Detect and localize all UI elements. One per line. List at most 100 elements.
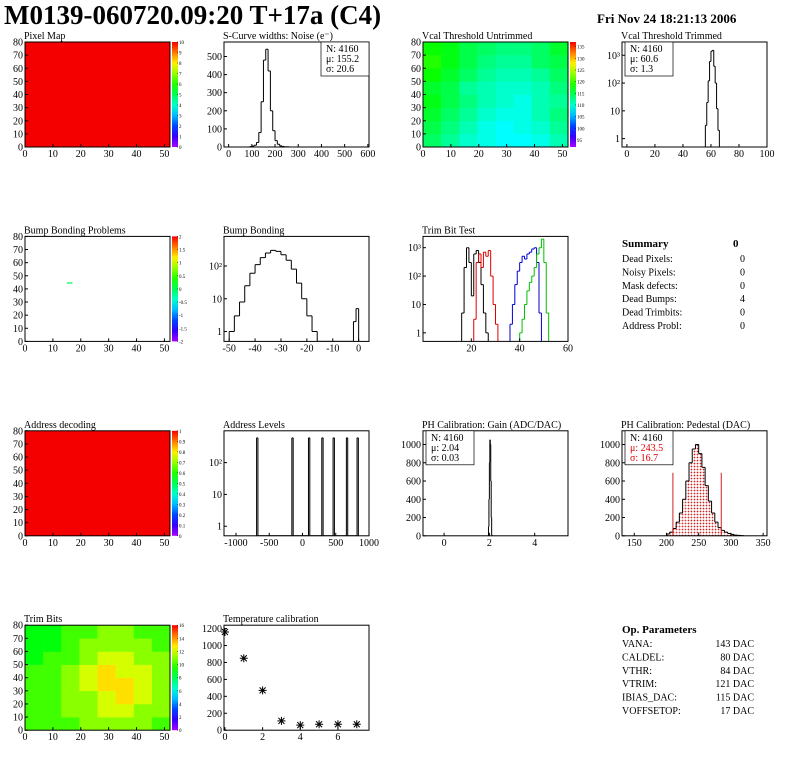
heat-cell	[531, 120, 551, 135]
summary-value: 0	[740, 281, 745, 292]
y-tick-label: 20	[411, 116, 421, 127]
x-tick-label: 300	[291, 149, 306, 160]
summary-label: Dead Pixels:	[622, 254, 673, 265]
y-tick-label: 400	[406, 495, 421, 506]
stats-line: σ: 16.7	[630, 453, 658, 464]
panel-title: S-Curve widths: Noise (e⁻)	[223, 31, 333, 42]
panel: Trim Bit Test 20 40 60 1 10 10² 10³	[408, 225, 573, 354]
y-tick-label: 60	[411, 64, 421, 75]
x-tick-label: 1000	[359, 538, 379, 549]
y-tick-label: 40	[411, 90, 421, 101]
y-tick-label: 200	[207, 106, 222, 117]
x-tick-label: -50	[223, 343, 236, 354]
y-tick-label: 50	[13, 77, 23, 88]
heat-cell	[549, 120, 568, 135]
colorbar-label: 10	[179, 41, 185, 46]
hist-fill	[685, 481, 690, 536]
stats-box	[425, 430, 475, 466]
stats-line: N: 4160	[630, 433, 663, 444]
colorbar-label: 0	[179, 535, 182, 540]
stats-line: μ: 60.6	[630, 54, 658, 65]
colorbar-label: 10	[179, 664, 185, 669]
y-tick-label: 30	[13, 492, 23, 503]
colorbar-label: 130	[577, 57, 585, 62]
colorbar	[172, 236, 178, 342]
heat-cell	[43, 717, 62, 731]
x-tick-label: 400	[314, 149, 329, 160]
hist-fill	[679, 512, 683, 536]
stats-line: μ: 2.04	[431, 443, 459, 454]
parameter-label: CALDEL:	[622, 652, 664, 663]
y-tick-label: 60	[13, 647, 23, 658]
heat-cell	[115, 638, 135, 652]
heat-cell	[115, 664, 135, 678]
stats-line: N: 4160	[326, 44, 359, 55]
heat-cell	[115, 703, 135, 718]
colorbar-label: 2	[179, 235, 182, 240]
hist-fill	[669, 532, 673, 536]
heat-cell	[151, 638, 170, 652]
x-tick-label: 0	[356, 343, 361, 354]
heat-cell	[513, 42, 533, 56]
y-tick-label: 80	[13, 232, 23, 243]
heat-cell	[25, 677, 44, 692]
heat-cell	[441, 68, 460, 82]
colorbar-label: 0.5	[179, 275, 186, 280]
colorbar-label: -0.5	[179, 301, 187, 306]
heat-cell	[97, 690, 116, 705]
y-tick-label: 600	[207, 675, 222, 686]
x-tick-label: 200	[659, 538, 674, 549]
heat-cell	[43, 625, 62, 639]
x-tick-label: 100	[760, 149, 775, 160]
panel-title: PH Calibration: Pedestal (DAC)	[621, 420, 750, 431]
y-tick-label: 80	[13, 38, 23, 49]
panel: PH Calibration: Gain (ADC/DAC) 0 2 4 0 200 400…	[401, 420, 569, 549]
hist-fill	[689, 462, 693, 536]
x-tick-label: 50	[159, 732, 169, 743]
panel-title: Trim Bit Test	[422, 225, 475, 236]
plot-area	[256, 437, 359, 536]
x-tick-label: 60	[706, 149, 716, 160]
x-tick-label: 10	[48, 149, 58, 160]
y-tick-label: 10	[411, 129, 421, 140]
heat-cell	[423, 107, 442, 122]
y-tick-label: 400	[207, 70, 222, 81]
panel-title: Bump Bonding	[223, 225, 284, 236]
x-tick-label: 50	[159, 538, 169, 549]
plot-area	[423, 42, 568, 147]
heat-cell	[151, 651, 170, 665]
x-tick-label: 500	[337, 149, 352, 160]
y-tick-label: 100	[207, 124, 222, 135]
x-tick-label: 200	[268, 149, 283, 160]
x-tick-label: 30	[104, 343, 114, 354]
summary-total: 0	[733, 238, 739, 250]
heat-cell	[477, 68, 496, 82]
colorbar-label: 135	[577, 46, 585, 51]
summary: Summary 0 Dead Pixels: 0 Noisy Pixels: 0 Mask …	[622, 238, 745, 332]
stats-box	[624, 41, 674, 77]
stats-line: N: 4160	[431, 433, 464, 444]
y-tick-label: 10	[411, 300, 421, 311]
x-tick-label: 300	[723, 538, 738, 549]
hist-fill	[711, 512, 715, 536]
y-tick-label: 0	[416, 531, 421, 542]
y-tick-label: 600	[406, 477, 421, 488]
heat-cell	[441, 42, 460, 56]
heat-cell	[133, 651, 153, 665]
y-tick-label: 30	[13, 103, 23, 114]
heat-cell	[459, 55, 478, 69]
hist-fill	[718, 527, 722, 536]
y-tick-label: 50	[411, 77, 421, 88]
x-tick-label: 2	[260, 732, 265, 743]
heat-cell	[495, 120, 514, 135]
heat-cell	[459, 42, 478, 56]
colorbar	[172, 625, 178, 731]
frame	[621, 430, 768, 537]
summary-value: 4	[740, 294, 745, 305]
colorbar-label: 1	[179, 136, 182, 141]
y-tick-label: 10²	[209, 458, 222, 469]
heat-cell	[97, 664, 116, 678]
parameter-value: 80 DAC	[720, 652, 754, 663]
heat-cell	[459, 68, 478, 82]
x-tick-label: 500	[328, 538, 343, 549]
